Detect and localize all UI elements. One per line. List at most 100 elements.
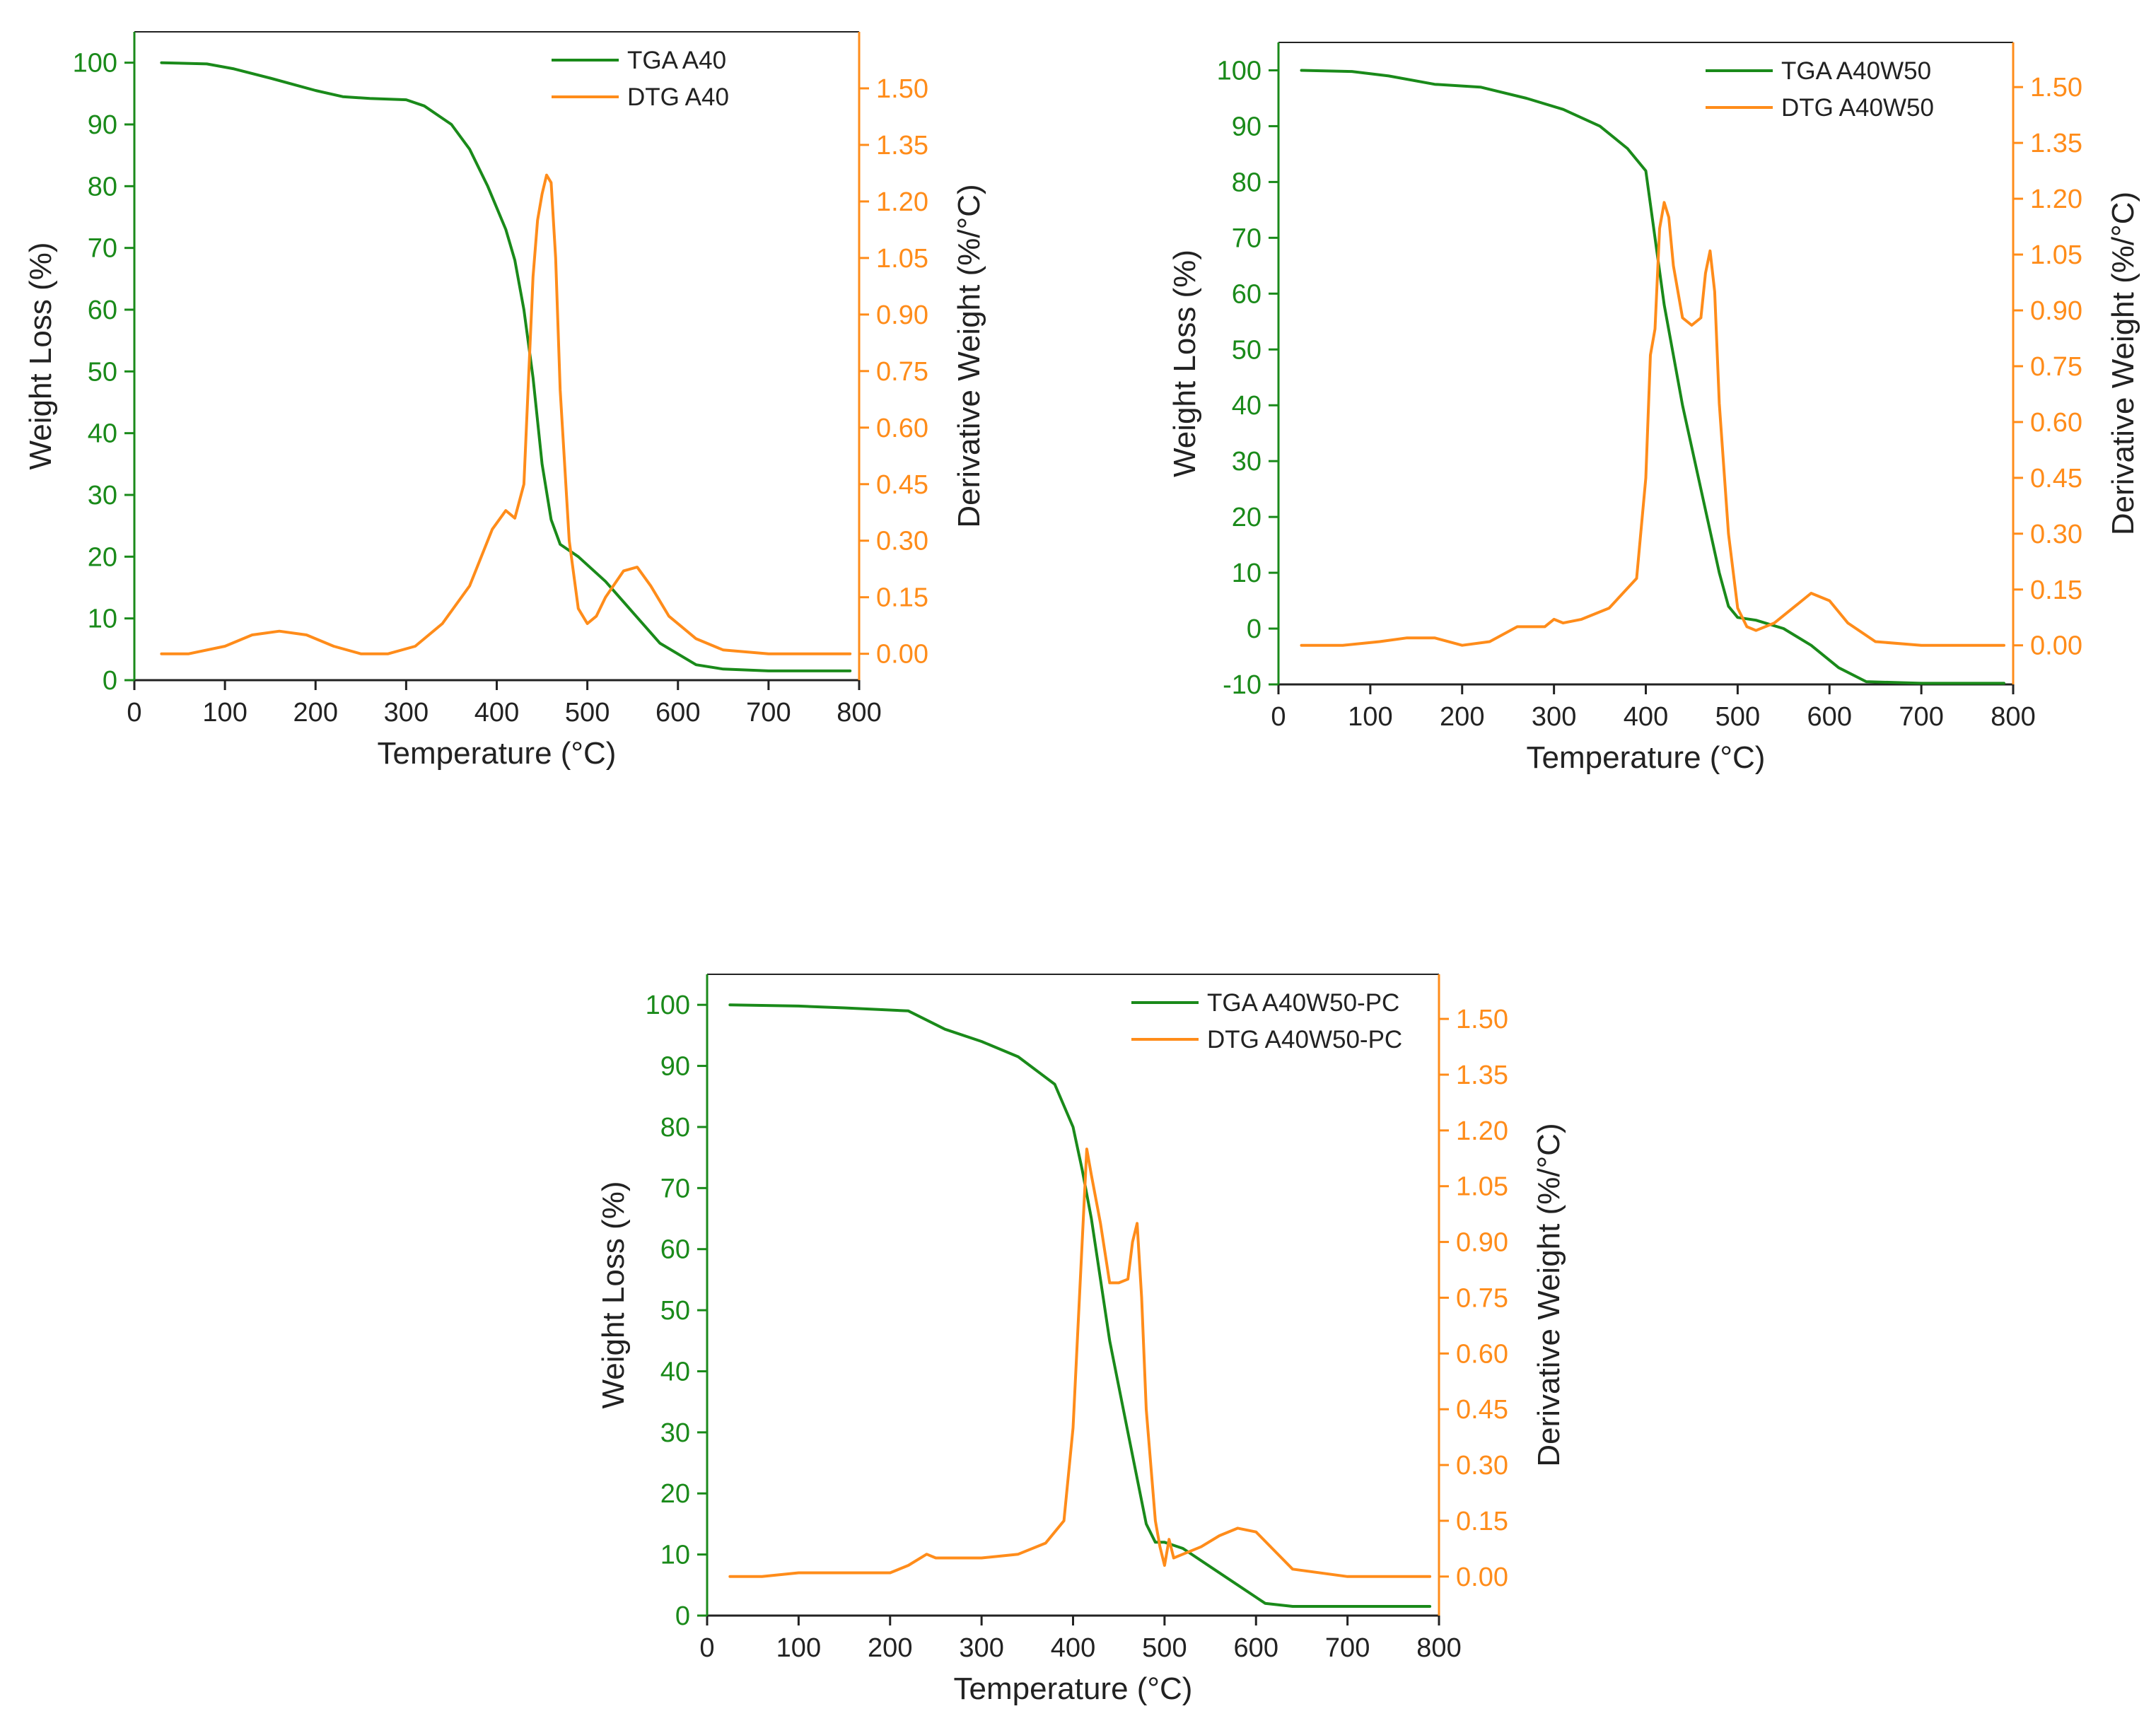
left-y-tick-label: 60 — [1232, 279, 1261, 309]
right-y-tick-label: 0.90 — [2030, 296, 2082, 326]
right-y-tick-label: 0.30 — [2030, 520, 2082, 549]
legend-label: DTG A40W50-PC — [1207, 1026, 1402, 1053]
left-y-tick-label: 40 — [1232, 391, 1261, 421]
x-tick-label: 200 — [1440, 702, 1484, 732]
left-y-tick-label: 50 — [660, 1296, 690, 1326]
left-y-tick-label: 30 — [1232, 447, 1261, 477]
right-y-tick-label: 0.15 — [876, 583, 928, 613]
x-tick-label: 800 — [1991, 702, 2035, 732]
left-y-tick-label: 100 — [646, 991, 690, 1020]
legend-label: DTG A40W50 — [1781, 94, 1934, 122]
x-tick-label: 600 — [1807, 702, 1852, 732]
x-tick-label: 400 — [474, 698, 519, 728]
left-y-tick-label: 60 — [88, 296, 117, 325]
right-y-tick-label: 1.50 — [2030, 73, 2082, 103]
x-tick-label: 800 — [837, 698, 881, 728]
x-tick-label: 500 — [565, 698, 610, 728]
chart-A40W50: 0 100 200 300 400 500 600 700 800 -10 0 10 20 30 40 50 6… — [1167, 42, 2140, 775]
left-y-tick-label: -10 — [1223, 670, 1261, 700]
left-y-tick-label: 0 — [1247, 614, 1261, 644]
right-y-tick-label: 1.35 — [876, 131, 928, 160]
right-y-axis-title: Derivative Weight (%/°C) — [2106, 192, 2140, 535]
left-y-tick-label: 20 — [660, 1479, 690, 1509]
x-tick-label: 100 — [1348, 702, 1392, 732]
left-y-tick-label: 80 — [88, 172, 117, 202]
x-tick-label: 600 — [655, 698, 700, 728]
right-y-axis-title: Derivative Weight (%/°C) — [952, 184, 986, 527]
x-axis-title: Temperature (°C) — [954, 1671, 1193, 1706]
right-y-tick-label: 0.60 — [1456, 1339, 1508, 1369]
x-tick-label: 500 — [1142, 1633, 1187, 1663]
right-y-tick-label: 1.50 — [1456, 1005, 1508, 1034]
left-y-tick-label: 20 — [88, 542, 117, 572]
left-y-tick-label: 50 — [88, 357, 117, 387]
right-y-tick-label: 0.75 — [876, 357, 928, 387]
right-y-tick-label: 0.60 — [2030, 408, 2082, 438]
series-line-tga-a40w50-pc — [728, 1003, 1432, 1608]
left-y-tick-label: 70 — [1232, 223, 1261, 253]
left-y-tick-label: 100 — [73, 49, 117, 78]
right-y-tick-label: 0.00 — [876, 640, 928, 670]
x-axis-title: Temperature (°C) — [378, 736, 617, 771]
left-y-tick-label: 60 — [660, 1235, 690, 1265]
right-y-tick-label: 1.05 — [1456, 1172, 1508, 1202]
legend-label: TGA A40W50 — [1781, 57, 1931, 85]
left-y-tick-label: 90 — [660, 1052, 690, 1082]
left-y-tick-label: 10 — [1232, 559, 1261, 588]
legend-label: TGA A40W50-PC — [1207, 989, 1399, 1017]
x-tick-label: 200 — [293, 698, 338, 728]
right-y-tick-label: 1.20 — [2030, 185, 2082, 214]
x-tick-label: 200 — [868, 1633, 912, 1663]
left-y-tick-label: 0 — [675, 1601, 690, 1631]
left-y-tick-label: 90 — [1232, 112, 1261, 141]
x-tick-label: 0 — [1271, 702, 1286, 732]
right-y-tick-label: 1.20 — [876, 187, 928, 217]
left-y-tick-label: 40 — [88, 419, 117, 449]
legend-label: DTG A40 — [627, 83, 729, 111]
x-tick-label: 0 — [699, 1633, 714, 1663]
chart-A40W50-PC: 0 100 200 300 400 500 600 700 800 0 10 20 30 40 50 60 70… — [596, 974, 1566, 1706]
right-y-tick-label: 0.30 — [1456, 1451, 1508, 1481]
right-y-tick-label: 0.30 — [876, 527, 928, 556]
x-tick-label: 100 — [776, 1633, 821, 1663]
x-tick-label: 600 — [1234, 1633, 1278, 1663]
left-y-tick-label: 40 — [660, 1357, 690, 1387]
left-y-axis-title: Weight Loss (%) — [596, 1181, 631, 1409]
left-y-tick-label: 80 — [1232, 168, 1261, 197]
x-axis-title: Temperature (°C) — [1527, 740, 1766, 775]
right-y-tick-label: 0.00 — [1456, 1563, 1508, 1592]
x-tick-label: 700 — [746, 698, 791, 728]
x-tick-label: 300 — [1532, 702, 1576, 732]
right-y-axis-title: Derivative Weight (%/°C) — [1532, 1123, 1566, 1466]
right-y-tick-label: 0.45 — [1456, 1395, 1508, 1425]
x-tick-label: 500 — [1715, 702, 1760, 732]
series-line-dtg-a40w50-pc — [728, 1148, 1432, 1578]
right-y-tick-label: 0.90 — [876, 300, 928, 330]
left-y-tick-label: 100 — [1217, 56, 1261, 86]
left-y-tick-label: 10 — [660, 1541, 690, 1570]
left-y-tick-label: 20 — [1232, 503, 1261, 532]
series-line-tga-a40 — [160, 61, 852, 672]
right-y-tick-label: 0.60 — [876, 414, 928, 443]
left-y-tick-label: 70 — [88, 234, 117, 264]
x-tick-label: 300 — [959, 1633, 1003, 1663]
right-y-tick-label: 0.15 — [1456, 1507, 1508, 1536]
left-y-axis-title: Weight Loss (%) — [23, 243, 58, 470]
left-y-tick-label: 30 — [660, 1418, 690, 1448]
right-y-tick-label: 0.45 — [2030, 464, 2082, 494]
x-tick-label: 400 — [1051, 1633, 1095, 1663]
left-y-tick-label: 80 — [660, 1113, 690, 1143]
left-y-tick-label: 90 — [88, 110, 117, 140]
right-y-tick-label: 1.05 — [876, 244, 928, 274]
left-y-tick-label: 0 — [103, 666, 117, 696]
left-y-tick-label: 30 — [88, 481, 117, 510]
left-y-tick-label: 50 — [1232, 335, 1261, 365]
left-y-tick-label: 10 — [88, 605, 117, 634]
x-tick-label: 700 — [1899, 702, 1943, 732]
series-line-dtg-a40w50 — [1300, 201, 2005, 647]
right-y-tick-label: 1.35 — [1456, 1061, 1508, 1090]
right-y-tick-label: 1.05 — [2030, 240, 2082, 270]
x-tick-label: 100 — [202, 698, 247, 728]
right-y-tick-label: 0.45 — [876, 470, 928, 500]
